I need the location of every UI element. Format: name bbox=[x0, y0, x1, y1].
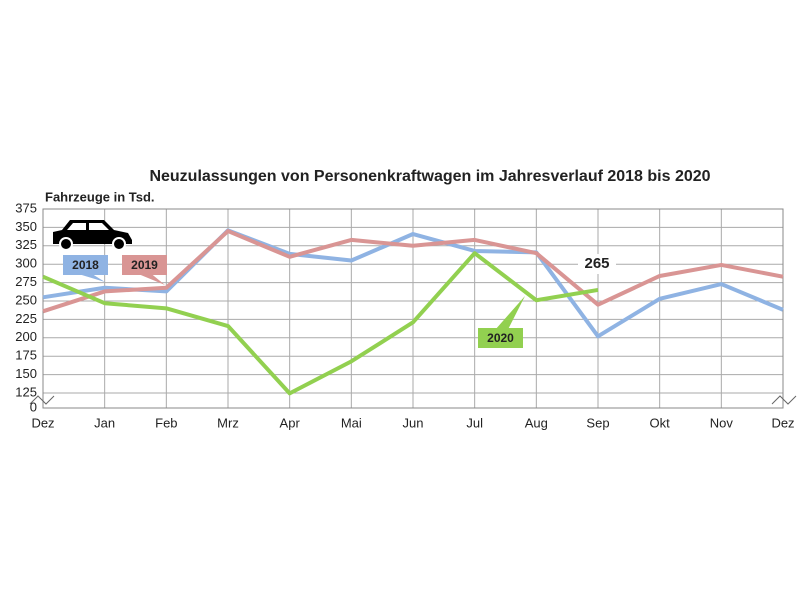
x-tick-label: Nov bbox=[710, 415, 734, 430]
x-tick-label: Okt bbox=[650, 415, 671, 430]
legend-label: 2020 bbox=[487, 331, 514, 345]
x-tick-label: Aug bbox=[525, 415, 548, 430]
y-tick-label: 150 bbox=[15, 366, 37, 381]
legend-label: 2018 bbox=[72, 258, 99, 272]
legend-box bbox=[63, 255, 108, 275]
y-tick-label: 0 bbox=[30, 399, 37, 414]
x-tick-label: Dez bbox=[771, 415, 794, 430]
y-tick-label: 175 bbox=[15, 348, 37, 363]
x-tick-label: Sep bbox=[586, 415, 609, 430]
y-tick-label: 350 bbox=[15, 219, 37, 234]
legend-pointer bbox=[140, 275, 165, 285]
y-tick-label: 375 bbox=[15, 200, 37, 215]
annotation: 265 bbox=[584, 255, 609, 272]
series-line bbox=[42, 251, 599, 396]
y-tick-label: 275 bbox=[15, 274, 37, 289]
y-tick-label: 125 bbox=[15, 384, 37, 399]
annotation-bg bbox=[578, 254, 616, 274]
series-line bbox=[42, 229, 784, 314]
x-tick-label: Jan bbox=[94, 415, 115, 430]
x-tick-label: Mai bbox=[341, 415, 362, 430]
series-line bbox=[42, 228, 784, 339]
axis-break bbox=[29, 395, 797, 405]
y-axis-label: Fahrzeuge in Tsd. bbox=[45, 189, 155, 204]
x-tick-label: Feb bbox=[155, 415, 177, 430]
x-tick-label: Mrz bbox=[217, 415, 239, 430]
legend-pointer bbox=[496, 296, 525, 328]
y-tick-label: 300 bbox=[15, 256, 37, 271]
y-tick-label: 250 bbox=[15, 292, 37, 307]
legend-pointer bbox=[81, 275, 105, 282]
legend-box bbox=[478, 328, 523, 348]
y-tick-label: 225 bbox=[15, 311, 37, 326]
legend-box bbox=[122, 255, 167, 275]
car-icon bbox=[53, 220, 132, 251]
y-tick-label: 325 bbox=[15, 237, 37, 252]
x-tick-label: Dez bbox=[31, 415, 54, 430]
y-tick-label: 200 bbox=[15, 329, 37, 344]
x-tick-label: Apr bbox=[280, 415, 301, 430]
chart-title: Neuzulassungen von Personenkraftwagen im… bbox=[149, 168, 710, 185]
legend-label: 2019 bbox=[131, 258, 158, 272]
x-tick-label: Jul bbox=[466, 415, 483, 430]
x-tick-label: Jun bbox=[403, 415, 424, 430]
